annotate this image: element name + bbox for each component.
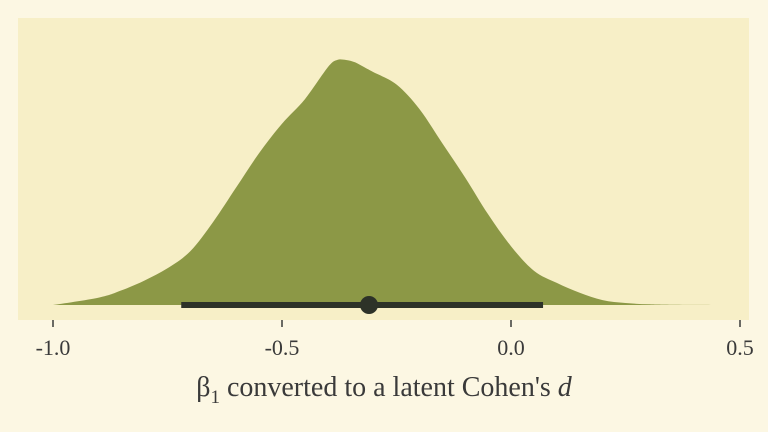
x-axis-title-middle: converted to a latent Cohen's [220, 372, 558, 403]
x-tick-label: -1.0 [36, 335, 71, 360]
x-axis: -1.0 -0.5 0.0 0.5 [36, 320, 754, 360]
x-tick-label: 0.5 [726, 335, 754, 360]
x-axis-title-prefix: β [196, 372, 210, 403]
x-tick-label: -0.5 [265, 335, 300, 360]
density-area [53, 59, 718, 306]
x-axis-title-italic: d [558, 372, 573, 403]
x-axis-title: β1 converted to a latent Cohen's d [196, 372, 573, 408]
point-estimate [360, 296, 379, 314]
x-axis-title-subscript: 1 [210, 387, 220, 408]
x-tick-label: 0.0 [497, 335, 525, 360]
